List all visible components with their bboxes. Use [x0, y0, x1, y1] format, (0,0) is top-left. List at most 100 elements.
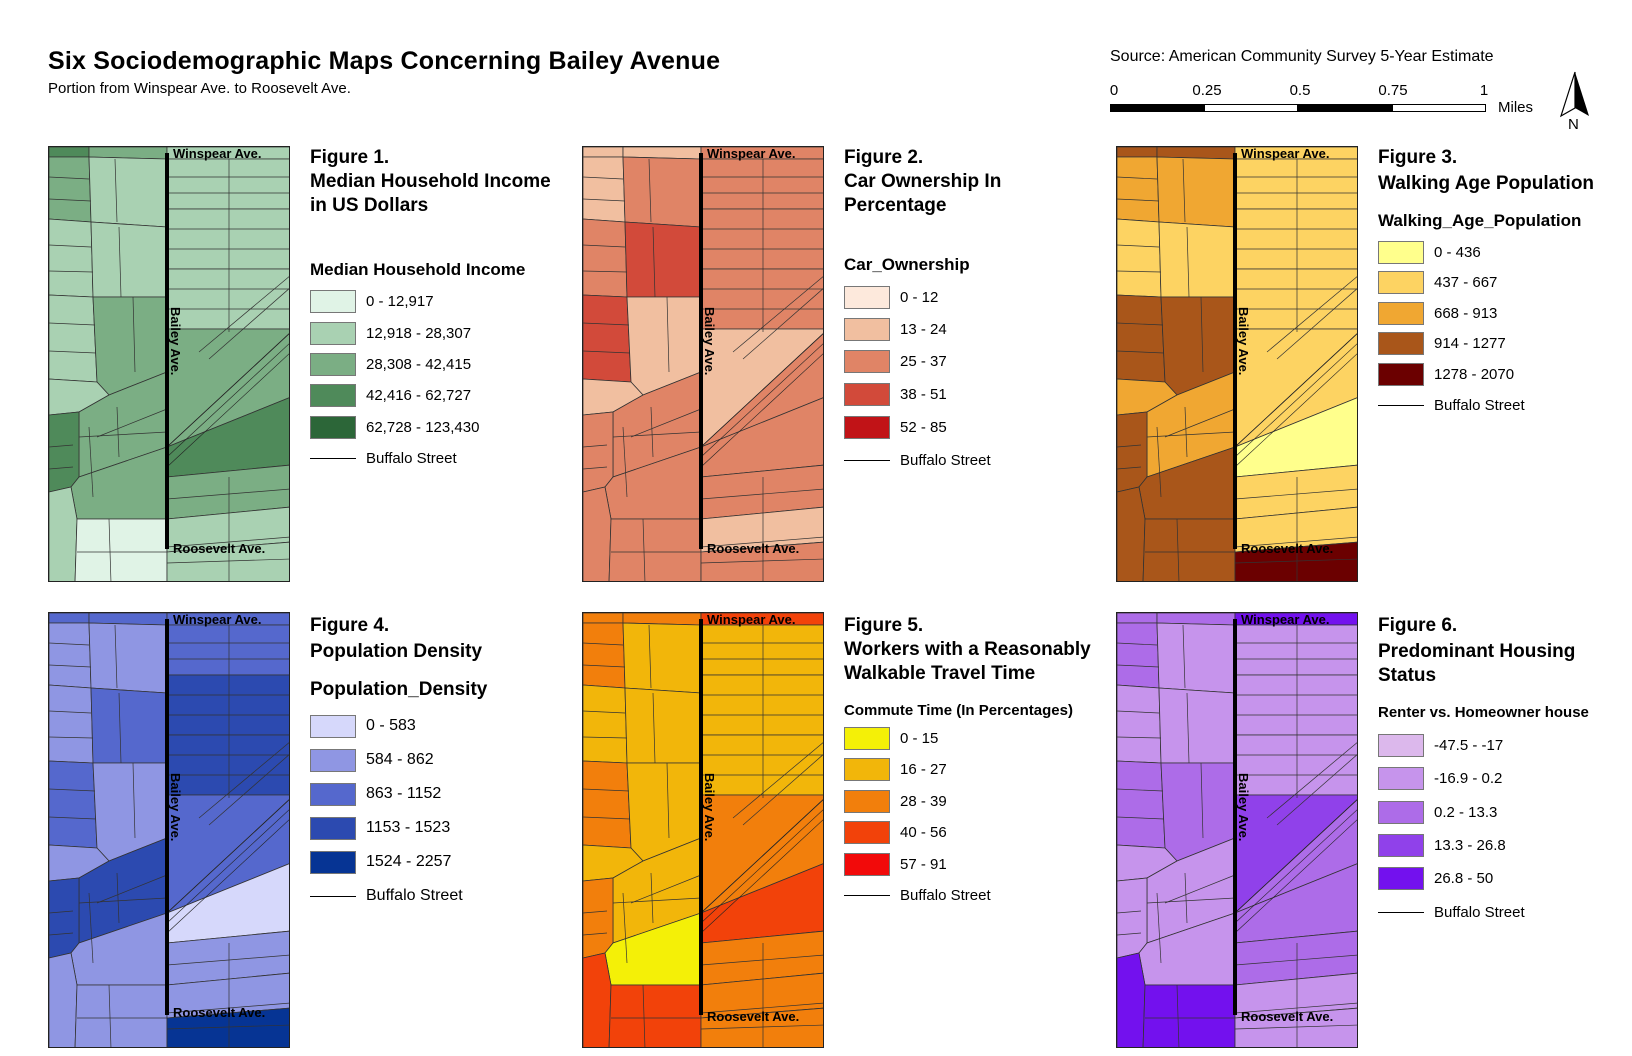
census-tract: [622, 156, 702, 228]
rail-corridor-line: [700, 353, 823, 468]
buffalo-street-line: [49, 816, 97, 820]
buffalo-street-line: [108, 518, 112, 581]
legend-item-street: Buffalo Street: [1378, 900, 1525, 924]
legend-item: 13.3 - 26.8: [1378, 833, 1506, 857]
census-tract: [1234, 674, 1357, 736]
census-tract: [1117, 156, 1160, 223]
buffalo-street-line: [642, 518, 646, 581]
buffalo-street-line: [1156, 892, 1162, 964]
legend-label: 62,728 - 123,430: [366, 418, 480, 436]
legend-label: Buffalo Street: [1434, 396, 1525, 414]
legend-label: Buffalo Street: [900, 886, 991, 904]
legend-item: 0 - 583: [310, 714, 416, 738]
map-figure-2: Winspear Ave. Bailey Ave. Roosevelt Ave.: [582, 146, 824, 582]
buffalo-street-line: [116, 406, 120, 458]
buffalo-street-line: [583, 788, 630, 792]
street-label-bailey: Bailey Ave.: [168, 307, 183, 376]
legend-item-street: Buffalo Street: [310, 446, 457, 470]
buffalo-street-line: [1146, 897, 1236, 904]
buffalo-street-line: [96, 408, 168, 438]
figure-1-title-line-1: Median Household Income: [310, 171, 551, 192]
buffalo-street-line: [622, 426, 628, 498]
buffalo-street-line: [650, 406, 654, 458]
census-tract: [49, 622, 92, 689]
buffalo-street-line: [1117, 910, 1142, 914]
legend-item: 25 - 37: [844, 349, 947, 373]
census-tract: [1117, 294, 1166, 383]
legend-item: 16 - 27: [844, 757, 947, 781]
buffalo-street-line: [612, 897, 702, 904]
north-arrow-icon: N: [1558, 70, 1592, 134]
street-label-roosevelt: Roosevelt Ave.: [1241, 541, 1334, 556]
census-tract: [49, 294, 98, 383]
legend-swatch: [310, 748, 356, 772]
scale-label-0: 0: [1109, 82, 1119, 99]
census-tract: [583, 294, 632, 383]
legend-label: Buffalo Street: [1434, 903, 1525, 921]
map-subtitle: Portion from Winspear Ave. to Roosevelt …: [48, 80, 351, 97]
legend-item: -47.5 - -17: [1378, 733, 1503, 757]
street-label-roosevelt: Roosevelt Ave.: [707, 1009, 800, 1024]
legend-swatch: [844, 349, 890, 373]
buffalo-street-line: [583, 176, 624, 180]
legend-item: 57 - 91: [844, 852, 947, 876]
buffalo-street-line: [1182, 624, 1186, 689]
legend-swatch: [310, 415, 356, 439]
legend-item: 38 - 51: [844, 382, 947, 406]
buffalo-street-line: [742, 754, 823, 826]
census-tract: [49, 486, 78, 581]
legend-item: 863 - 1152: [310, 782, 441, 806]
legend-label: 668 - 913: [1434, 304, 1498, 322]
legend-item: -16.9 - 0.2: [1378, 766, 1502, 790]
buffalo-street-line: [630, 408, 702, 438]
legend-label: 0 - 583: [366, 717, 416, 734]
legend-label: 25 - 37: [900, 352, 947, 370]
census-tract: [1156, 622, 1236, 694]
figure-2-legend-title: Car_Ownership: [844, 255, 970, 274]
legend-swatch: [1378, 240, 1424, 264]
buffalo-street-line: [1276, 288, 1357, 360]
buffalo-street-line: [1266, 742, 1357, 819]
buffalo-street-line: [78, 431, 168, 438]
legend-swatch: [310, 850, 356, 874]
buffalo-street-line: [116, 872, 120, 924]
legend-item: 28 - 39: [844, 789, 947, 813]
buffalo-street-line: [583, 244, 626, 248]
legend-swatch: [1378, 833, 1424, 857]
buffalo-street-line: [132, 762, 136, 839]
buffalo-street-line: [630, 874, 702, 904]
buffalo-street-line: [622, 892, 628, 964]
census-tract: [1117, 486, 1146, 581]
legend-label: 12,918 - 28,307: [366, 324, 472, 342]
census-tract: [166, 624, 289, 676]
street-label-winspear: Winspear Ave.: [707, 146, 796, 161]
census-tract: [700, 208, 823, 270]
legend-swatch: [844, 789, 890, 813]
census-tract: [49, 156, 92, 223]
legend-swatch: [844, 382, 890, 406]
census-tract: [1234, 624, 1357, 676]
census-tract: [49, 684, 94, 764]
figure-5-title-line-1: Workers with a Reasonably: [844, 639, 1091, 660]
census-tract: [583, 760, 632, 849]
buffalo-street-line: [1117, 788, 1164, 792]
census-tract: [583, 486, 612, 581]
street-label-bailey: Bailey Ave.: [1236, 307, 1251, 376]
census-tract: [1117, 877, 1148, 959]
buffalo-street-line: [583, 466, 608, 470]
census-tract: [1117, 684, 1162, 764]
legend-label: 38 - 51: [900, 385, 947, 403]
buffalo-street-line: [1117, 664, 1160, 668]
legend-label: 0 - 436: [1434, 243, 1481, 261]
legend-item: 40 - 56: [844, 820, 947, 844]
street-line-symbol: [1378, 404, 1424, 406]
figure-2-title-line-2: Percentage: [844, 195, 947, 216]
buffalo-street-line: [1200, 296, 1204, 373]
census-tract: [49, 411, 80, 493]
street-line-symbol: [844, 459, 890, 461]
buffalo-street-line: [1184, 872, 1188, 924]
figure-6-title-line-2: Status: [1378, 665, 1437, 686]
legend-item: 584 - 862: [310, 748, 434, 772]
legend-item: 0 - 15: [844, 726, 938, 750]
legend-item: 0.2 - 13.3: [1378, 800, 1497, 824]
